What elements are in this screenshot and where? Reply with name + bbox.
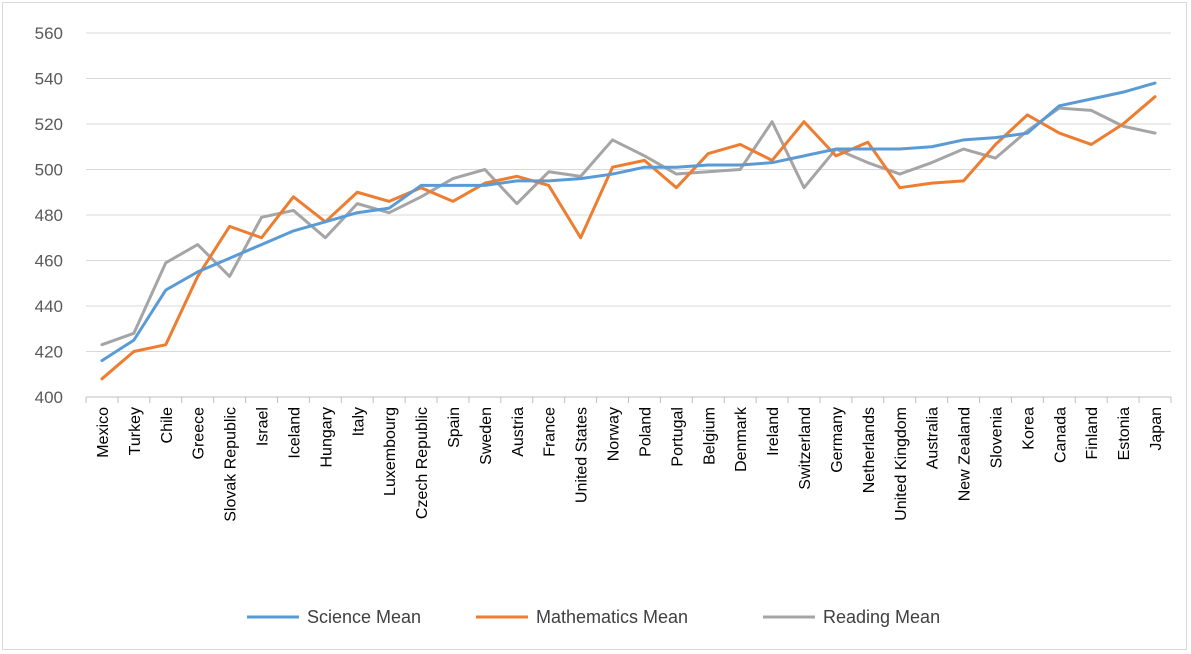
- x-category-label: Sweden: [478, 407, 495, 465]
- x-category-label: Slovak Republic: [223, 407, 240, 522]
- y-tick-label: 540: [35, 70, 63, 89]
- x-category-label: Germany: [829, 407, 846, 473]
- x-category-label: Poland: [637, 407, 654, 457]
- x-category-label: Ireland: [765, 407, 782, 456]
- y-tick-label: 520: [35, 115, 63, 134]
- x-category-label: Slovenia: [988, 407, 1005, 468]
- x-category-label: Luxembourg: [382, 407, 399, 496]
- x-category-label: Chile: [159, 407, 176, 444]
- legend-label-science-mean: Science Mean: [307, 607, 421, 627]
- y-tick-label: 480: [35, 206, 63, 225]
- gridlines: [86, 32, 1171, 352]
- y-tick-label: 560: [35, 24, 63, 43]
- x-category-label: Norway: [606, 407, 623, 461]
- x-category-label: Finland: [1084, 407, 1101, 459]
- x-category-label: Switzerland: [797, 407, 814, 490]
- x-category-label: Italy: [350, 407, 367, 436]
- x-category-label: Belgium: [701, 407, 718, 465]
- x-category-label: France: [542, 407, 559, 457]
- x-category-label: Greece: [191, 407, 208, 460]
- y-tick-label: 420: [35, 343, 63, 362]
- x-category-label: Mexico: [95, 407, 112, 458]
- x-category-label: Denmark: [733, 406, 750, 472]
- y-tick-label: 500: [35, 161, 63, 180]
- x-category-label: Japan: [1148, 407, 1165, 451]
- y-axis: 400 420 440 460 480 500 520 540 560: [35, 24, 63, 407]
- x-category-label: Spain: [446, 407, 463, 448]
- x-category-label: United Kingdom: [893, 407, 910, 521]
- legend-label-mathematics-mean: Mathematics Mean: [536, 607, 688, 627]
- y-tick-label: 400: [35, 388, 63, 407]
- x-axis: Mexico Turkey Chile Greece Slovak Republic Is…: [85, 396, 1172, 522]
- x-category-label: Czech Republic: [414, 407, 431, 519]
- x-category-label: Australia: [925, 407, 942, 469]
- x-category-label: Israel: [255, 407, 272, 446]
- x-category-label: Iceland: [286, 407, 303, 459]
- y-tick-label: 440: [35, 297, 63, 316]
- x-category-label: Austria: [510, 407, 527, 457]
- x-category-label: Hungary: [318, 407, 335, 467]
- legend: Science Mean Mathematics Mean Reading Mean: [247, 607, 940, 627]
- y-tick-label: 460: [35, 252, 63, 271]
- x-category-label: Turkey: [127, 407, 144, 455]
- series-line-mathematics-mean: [100, 95, 1157, 381]
- x-category-label: Portugal: [669, 407, 686, 467]
- x-category-label: New Zealand: [957, 407, 974, 501]
- x-category-label: Korea: [1020, 407, 1037, 450]
- x-category-label: Estonia: [1116, 407, 1133, 460]
- x-category-label: Netherlands: [861, 407, 878, 493]
- legend-label-reading-mean: Reading Mean: [823, 607, 940, 627]
- x-category-label: Canada: [1052, 407, 1069, 463]
- series-line-reading-mean: [100, 106, 1157, 347]
- series-group: [100, 81, 1157, 381]
- x-category-label: United States: [574, 407, 591, 503]
- series-line-science-mean: [100, 81, 1157, 363]
